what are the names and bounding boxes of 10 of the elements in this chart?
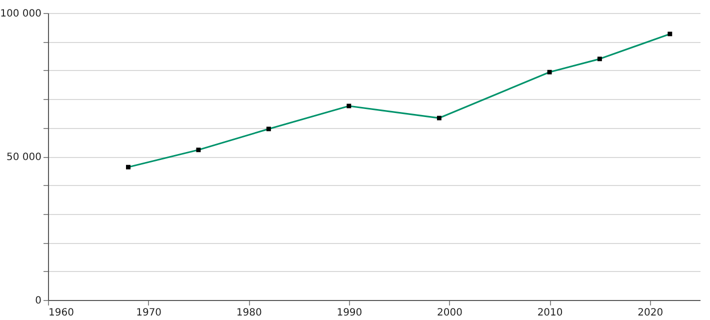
y-tick-label: 0 bbox=[35, 296, 42, 306]
x-tick-label: 1960 bbox=[48, 308, 74, 318]
x-tick-label: 1980 bbox=[236, 308, 262, 318]
x-tick-label: 2010 bbox=[537, 308, 563, 318]
y-tick-label: 50 000 bbox=[6, 152, 42, 163]
x-tick-label: 2020 bbox=[638, 308, 664, 318]
y-tick-label: 100 000 bbox=[0, 8, 42, 20]
x-tick-label: 1990 bbox=[336, 308, 362, 318]
x-tick-label: 2000 bbox=[437, 308, 462, 318]
x-tick-label: 1970 bbox=[136, 308, 162, 318]
